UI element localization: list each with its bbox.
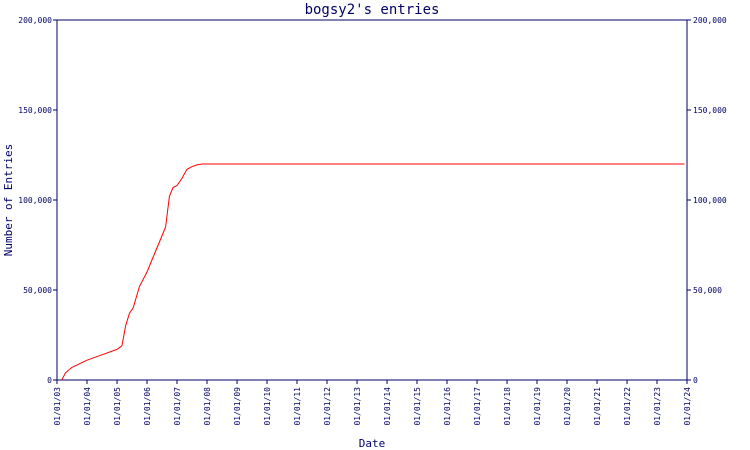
- y-tick-label-right: 100,000: [693, 196, 727, 205]
- y-tick-label-right: 200,000: [693, 16, 727, 25]
- x-tick-label: 01/01/23: [653, 387, 662, 426]
- x-tick-label: 01/01/14: [383, 387, 392, 426]
- plot-frame: [56, 19, 688, 381]
- x-tick-label: 01/01/18: [503, 387, 512, 426]
- y-tick-label-left: 200,000: [18, 16, 52, 25]
- y-tick-label-left: 50,000: [23, 286, 52, 295]
- x-tick-label: 01/01/20: [563, 387, 572, 426]
- x-tick-label: 01/01/09: [233, 387, 242, 426]
- x-tick-label: 01/01/08: [203, 387, 212, 426]
- x-axis: 01/01/03 01/01/04 01/01/05 01/01/06 01/01/07…: [53, 380, 692, 426]
- x-tick-label: 01/01/03: [53, 387, 62, 426]
- x-tick-label: 01/01/16: [443, 387, 452, 426]
- x-tick-label: 01/01/17: [473, 387, 482, 426]
- y-tick-label-right: 150,000: [693, 106, 727, 115]
- x-tick-label: 01/01/24: [683, 387, 692, 426]
- x-tick-label: 01/01/21: [593, 387, 602, 426]
- x-tick-label: 01/01/10: [263, 387, 272, 426]
- x-tick-label: 01/01/11: [293, 387, 302, 426]
- x-tick-label: 01/01/13: [353, 387, 362, 426]
- plot-border: [56, 19, 688, 381]
- chart-title: bogsy2's entries: [305, 2, 440, 18]
- entries-series-line: [61, 163, 685, 381]
- x-tick-label: 01/01/07: [173, 387, 182, 426]
- y-axis-right: 0 50,000 100,000 150,000 200,000: [687, 16, 727, 385]
- y-tick-label-left: 150,000: [18, 106, 52, 115]
- y-axis-left: 0 50,000 100,000 150,000 200,000: [18, 16, 57, 385]
- x-tick-label: 01/01/22: [623, 387, 632, 426]
- y-tick-label-right: 0: [693, 376, 698, 385]
- x-tick-label: 01/01/19: [533, 387, 542, 426]
- series-layer: [61, 163, 685, 381]
- x-tick-label: 01/01/04: [83, 387, 92, 426]
- y-tick-label-left: 100,000: [18, 196, 52, 205]
- y-tick-label-left: 0: [47, 376, 52, 385]
- x-tick-label: 01/01/15: [413, 387, 422, 426]
- y-axis-title: Number of Entries: [2, 144, 15, 257]
- y-tick-label-right: 50,000: [693, 286, 722, 295]
- x-axis-title: Date: [359, 437, 386, 450]
- x-tick-label: 01/01/06: [143, 387, 152, 426]
- x-tick-label: 01/01/12: [323, 387, 332, 426]
- x-tick-label: 01/01/05: [113, 387, 122, 426]
